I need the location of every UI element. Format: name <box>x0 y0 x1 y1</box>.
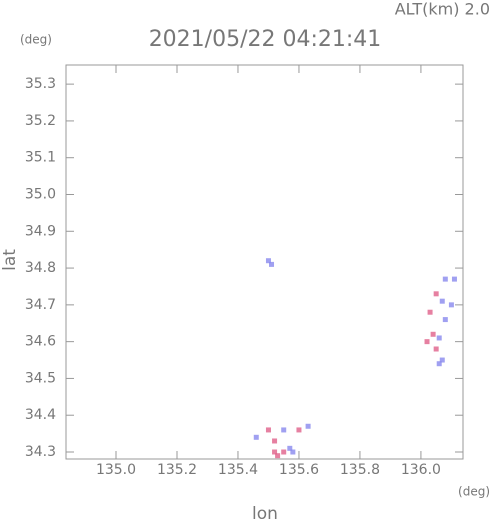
y-tick-label: 35.0 <box>25 186 56 202</box>
point <box>253 434 259 440</box>
point <box>430 331 436 337</box>
y-tick-label: 34.8 <box>25 260 56 276</box>
point <box>305 423 311 429</box>
x-tick-label: 135.8 <box>340 462 380 478</box>
point <box>272 449 278 455</box>
y-tick-label: 35.1 <box>25 150 56 166</box>
plot-frame <box>65 64 464 460</box>
y-tick-label: 34.7 <box>25 297 56 313</box>
point <box>436 361 442 367</box>
point <box>448 302 454 308</box>
y-tick-label: 35.3 <box>25 76 56 92</box>
y-tick-label: 34.5 <box>25 370 56 386</box>
point <box>442 317 448 323</box>
x-tick-label: 135.4 <box>218 462 258 478</box>
x-tick-label: 136.0 <box>401 462 441 478</box>
point <box>269 261 275 267</box>
point <box>439 298 445 304</box>
point <box>281 427 287 433</box>
x-axis-label: lon <box>252 504 278 521</box>
point <box>442 276 448 282</box>
y-tick-label: 34.9 <box>25 223 56 239</box>
y-unit: (deg) <box>20 33 52 47</box>
y-tick-label: 35.2 <box>25 113 56 129</box>
point <box>296 427 302 433</box>
point <box>427 309 433 315</box>
point <box>424 339 430 345</box>
point <box>290 449 296 455</box>
point <box>433 346 439 352</box>
y-axis-label: lat <box>0 249 20 271</box>
point <box>272 438 278 444</box>
point <box>287 445 293 451</box>
point <box>433 291 439 297</box>
y-tick-label: 34.6 <box>25 334 56 350</box>
x-tick-label: 135.0 <box>96 462 136 478</box>
y-tick-label: 34.4 <box>25 407 56 423</box>
altitude: ALT(km) 2.0 <box>395 0 490 19</box>
x-unit: (deg) <box>458 485 490 499</box>
point <box>265 427 271 433</box>
point <box>436 335 442 341</box>
x-tick-label: 135.2 <box>157 462 197 478</box>
point <box>281 449 287 455</box>
point <box>265 258 271 264</box>
y-tick-label: 34.3 <box>25 444 56 460</box>
point <box>275 453 281 459</box>
x-tick-label: 135.6 <box>279 462 319 478</box>
point <box>451 276 457 282</box>
point <box>439 357 445 363</box>
chart-title: 2021/05/22 04:21:41 <box>149 27 382 52</box>
